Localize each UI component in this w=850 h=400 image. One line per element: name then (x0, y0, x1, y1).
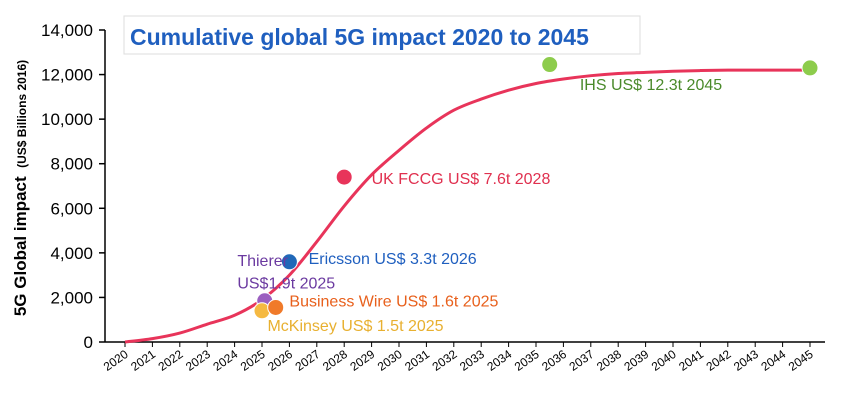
x-tick-label: 2040 (649, 347, 679, 374)
x-tick-label: 2041 (676, 347, 706, 374)
series-line (124, 68, 810, 344)
annotation-label: Thierer (237, 253, 288, 270)
y-tick-label: 2,000 (50, 288, 93, 307)
y-tick-label: 4,000 (50, 244, 93, 263)
svg-text:5G Global impact (US$ Bi: 5G Global impact (US$ Billions 2016) (11, 60, 30, 316)
x-tick-label: 2045 (786, 347, 816, 374)
x-tick-label: 2036 (539, 347, 569, 374)
y-tick-label: 8,000 (50, 155, 93, 174)
points-layer (253, 56, 819, 320)
x-tick-label: 2025 (238, 347, 268, 374)
x-tick-label: 2038 (594, 347, 624, 374)
data-point (267, 298, 285, 316)
annotation-label: McKinsey US$ 1.5t 2025 (267, 318, 443, 335)
data-point (801, 59, 819, 77)
y-axis-label-unit: (US$ Billions 2016) (15, 60, 29, 168)
y-tick-label: 12,000 (41, 66, 93, 85)
x-tick-label: 2028 (320, 347, 350, 374)
x-tick-label: 2027 (293, 347, 323, 374)
title-box (123, 15, 641, 55)
data-point (541, 56, 559, 74)
annotation-label: IHS US$ 12.3t 2045 (580, 77, 722, 94)
x-tick-label: 2043 (731, 347, 761, 374)
x-tick-label: 2020 (101, 347, 131, 374)
y-axis-label: 5G Global impact (US$ Billions 2016) (11, 60, 30, 316)
chart-title: Cumulative global 5G impact 2020 to 2045 (130, 24, 589, 50)
x-tick-label: 2037 (567, 347, 597, 374)
x-tick-label: 2042 (704, 347, 734, 374)
x-tick-group: 2020202120222023202420252026202720282029… (101, 342, 816, 374)
x-tick-label: 2031 (402, 347, 432, 374)
annotation-label: US$1.9t 2025 (237, 276, 335, 293)
y-tick-group: 0 2,000 4,000 6,000 8,000 10,000 12,000 14,000 (41, 21, 105, 352)
y-tick-label: 10,000 (41, 110, 93, 129)
data-point (335, 168, 353, 186)
x-tick-label: 2039 (621, 347, 651, 374)
series-layer (124, 68, 810, 344)
x-tick-label: 2024 (210, 347, 240, 374)
x-tick-label: 2034 (484, 347, 514, 374)
data-point (280, 253, 298, 271)
x-tick-label: 2022 (156, 347, 186, 374)
x-tick-label: 2026 (265, 347, 295, 374)
y-axis-label-main: 5G Global impact (11, 176, 30, 316)
x-tick-label: 2030 (375, 347, 405, 374)
x-tick-label: 2032 (430, 347, 460, 374)
x-tick-label: 2029 (347, 347, 377, 374)
annotation-label: Business Wire US$ 1.6t 2025 (289, 293, 498, 310)
y-tick-label: 14,000 (41, 21, 93, 40)
annotation-label: UK FCCG US$ 7.6t 2028 (372, 171, 551, 188)
annotation-label: Ericsson US$ 3.3t 2026 (309, 251, 477, 268)
y-tick-label: 6,000 (50, 199, 93, 218)
y-tick-label: 0 (84, 333, 93, 352)
x-tick-label: 2033 (457, 347, 487, 374)
x-tick-label: 2044 (758, 347, 788, 374)
x-tick-label: 2035 (512, 347, 542, 374)
x-tick-label: 2021 (128, 347, 158, 374)
x-tick-label: 2023 (183, 347, 213, 374)
